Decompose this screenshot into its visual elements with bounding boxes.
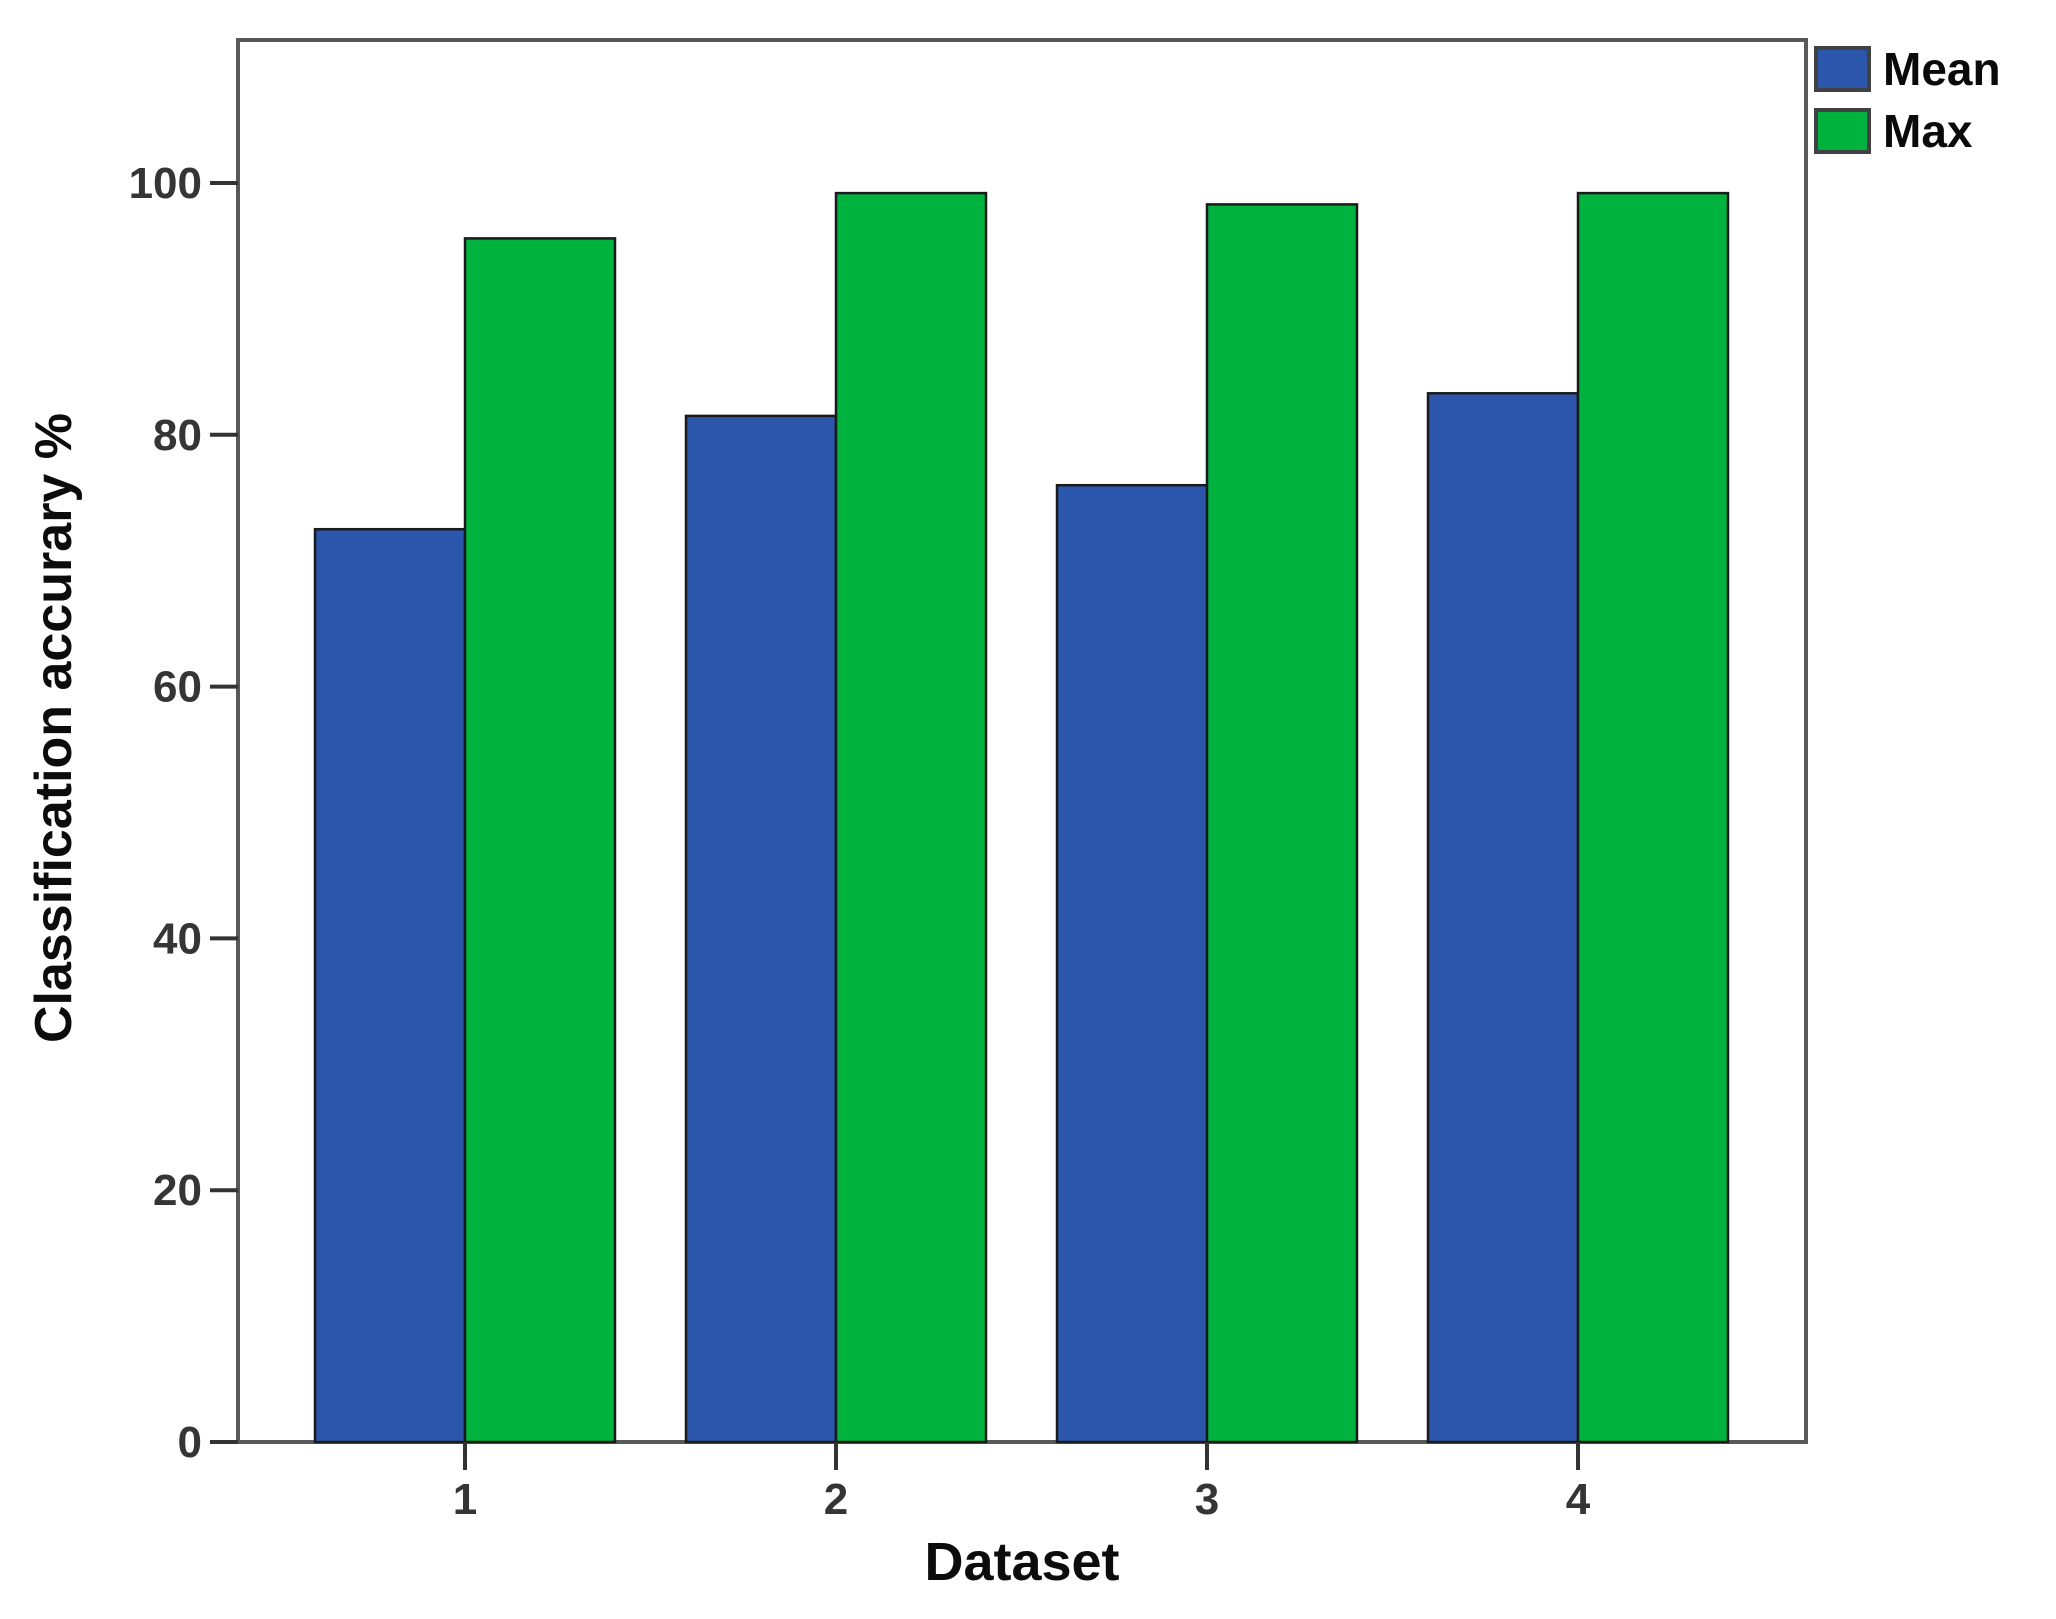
- bar-max-3: [1205, 203, 1359, 1444]
- legend-swatch-mean: [1814, 46, 1871, 92]
- bar-max-1: [463, 237, 617, 1444]
- x-tick-label-4: 4: [1566, 1475, 1591, 1524]
- bar-mean-2: [684, 414, 838, 1444]
- legend-label-mean: Mean: [1883, 43, 2001, 95]
- legend-item-mean: Mean: [1814, 46, 2001, 92]
- x-tick-label-3: 3: [1195, 1475, 1219, 1524]
- legend-swatch-max: [1814, 108, 1871, 154]
- y-tick-label-40: 40: [153, 914, 202, 963]
- x-tick-label-1: 1: [453, 1475, 477, 1524]
- legend: Mean Max: [1814, 46, 2001, 154]
- x-tick-label-2: 2: [824, 1475, 848, 1524]
- bar-max-2: [834, 191, 988, 1444]
- y-tick-label-60: 60: [153, 663, 202, 712]
- legend-label-max: Max: [1883, 105, 1973, 157]
- plot-frame: [236, 38, 1808, 1444]
- x-axis-title: Dataset: [924, 1532, 1120, 1592]
- y-axis-title: Classification accurary %: [25, 412, 83, 1044]
- y-tick-label-80: 80: [153, 411, 202, 460]
- y-tick-label-100: 100: [129, 159, 202, 208]
- bar-mean-4: [1426, 392, 1580, 1444]
- y-tick-label-20: 20: [153, 1166, 202, 1215]
- bar-max-4: [1576, 191, 1730, 1444]
- legend-item-max: Max: [1814, 108, 2001, 154]
- bar-mean-3: [1055, 483, 1209, 1444]
- bar-mean-1: [313, 527, 467, 1444]
- y-tick-label-0: 0: [178, 1418, 202, 1467]
